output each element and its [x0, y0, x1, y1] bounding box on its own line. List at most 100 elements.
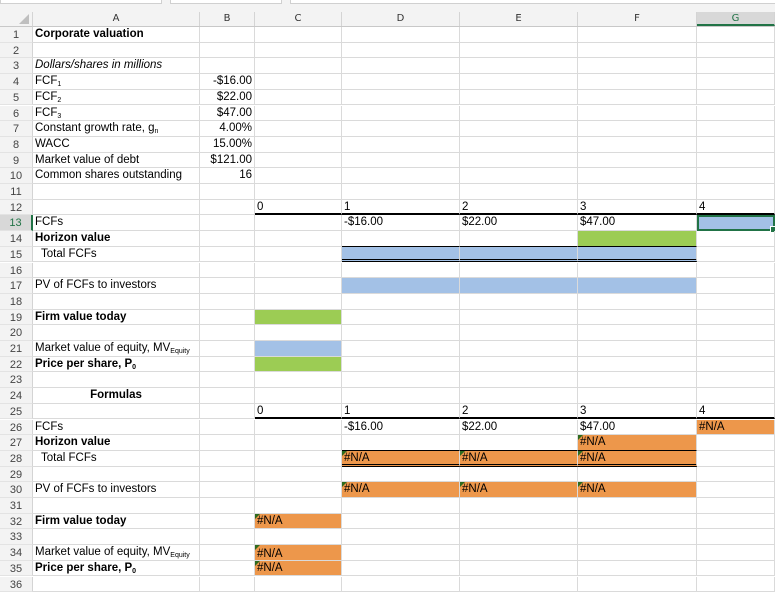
cell-e2[interactable]: [460, 42, 578, 59]
cell-e32[interactable]: [460, 513, 578, 530]
cell-g4[interactable]: [697, 74, 775, 90]
row-header[interactable]: 1: [0, 27, 33, 43]
cell-b25[interactable]: [200, 403, 255, 420]
cell-a8[interactable]: WACC: [33, 136, 200, 153]
cell-e31[interactable]: [460, 498, 578, 514]
cell-f25[interactable]: 3: [578, 403, 697, 420]
cell-e7[interactable]: [460, 121, 578, 137]
cell-a32[interactable]: Firm value today: [33, 513, 200, 530]
cell-c12[interactable]: 0: [255, 199, 342, 216]
cell-c11[interactable]: [255, 184, 342, 200]
cell-d33[interactable]: [342, 529, 460, 546]
cell-g8[interactable]: [697, 136, 775, 153]
cell-a10[interactable]: Common shares outstanding: [33, 168, 200, 184]
cell-d4[interactable]: [342, 74, 460, 90]
cell-f7[interactable]: [578, 121, 697, 137]
select-all-corner[interactable]: [0, 12, 33, 27]
cell-f5[interactable]: [578, 89, 697, 106]
cell-b34[interactable]: [200, 545, 255, 561]
cell-d6[interactable]: [342, 105, 460, 122]
cell-a5[interactable]: FCF2: [33, 89, 200, 106]
cell-c18[interactable]: [255, 293, 342, 310]
cell-e27[interactable]: [460, 435, 578, 451]
cell-g6[interactable]: [697, 105, 775, 122]
cell-f4[interactable]: [578, 74, 697, 90]
cell-g22[interactable]: [697, 356, 775, 373]
cell-f19[interactable]: [578, 309, 697, 326]
cell-b11[interactable]: [200, 184, 255, 200]
row-header[interactable]: 33: [0, 529, 33, 546]
cell-g10[interactable]: [697, 168, 775, 184]
cell-g2[interactable]: [697, 42, 775, 59]
cell-g18[interactable]: [697, 293, 775, 310]
cell-a2[interactable]: [33, 42, 200, 59]
cell-g16[interactable]: [697, 262, 775, 279]
cell-d10[interactable]: [342, 168, 460, 184]
cell-g13-active[interactable]: [697, 215, 775, 233]
cell-a35[interactable]: Price per share, P0: [33, 560, 200, 577]
column-header-f[interactable]: F: [578, 12, 697, 26]
column-header-c[interactable]: C: [255, 12, 342, 26]
cell-f26[interactable]: $47.00: [578, 419, 697, 436]
cell-c15[interactable]: [255, 246, 342, 263]
cell-b14[interactable]: [200, 231, 255, 247]
cell-b6[interactable]: $47.00: [200, 105, 255, 122]
cell-d14[interactable]: [342, 231, 460, 247]
cell-f3[interactable]: [578, 58, 697, 75]
cell-e17[interactable]: [460, 278, 578, 294]
cell-b3[interactable]: [200, 58, 255, 75]
cell-b32[interactable]: [200, 513, 255, 530]
cell-g3[interactable]: [697, 58, 775, 75]
cell-b24[interactable]: [200, 388, 255, 404]
cell-d7[interactable]: [342, 121, 460, 137]
cell-e19[interactable]: [460, 309, 578, 326]
cell-a27[interactable]: Horizon value: [33, 435, 200, 451]
column-header-e[interactable]: E: [460, 12, 578, 26]
row-header[interactable]: 31: [0, 498, 33, 514]
cell-g29[interactable]: [697, 466, 775, 483]
cell-d9[interactable]: [342, 152, 460, 169]
cell-e12[interactable]: 2: [460, 199, 578, 216]
row-header[interactable]: 5: [0, 89, 33, 106]
cell-b23[interactable]: [200, 372, 255, 389]
cell-f27-error[interactable]: #N/A: [578, 435, 697, 451]
cell-f13[interactable]: $47.00: [578, 215, 697, 232]
cell-g9[interactable]: [697, 152, 775, 169]
row-header[interactable]: 12: [0, 199, 33, 216]
cell-d5[interactable]: [342, 89, 460, 106]
row-header[interactable]: 15: [0, 246, 33, 263]
cell-f28-error[interactable]: #N/A: [578, 450, 697, 467]
row-header[interactable]: 20: [0, 325, 33, 341]
cell-g23[interactable]: [697, 372, 775, 389]
cell-g28[interactable]: [697, 450, 775, 467]
cell-g36[interactable]: [697, 576, 775, 593]
cell-b30[interactable]: [200, 482, 255, 498]
cell-e28-error[interactable]: #N/A: [460, 450, 578, 467]
row-header[interactable]: 16: [0, 262, 33, 279]
cell-b16[interactable]: [200, 262, 255, 279]
cell-f17[interactable]: [578, 278, 697, 294]
cell-f31[interactable]: [578, 498, 697, 514]
cell-f16[interactable]: [578, 262, 697, 279]
cell-a18[interactable]: [33, 293, 200, 310]
cell-c30[interactable]: [255, 482, 342, 498]
cell-b21[interactable]: [200, 341, 255, 357]
cell-a23[interactable]: [33, 372, 200, 389]
cell-a34[interactable]: Market value of equity, MVEquity: [33, 545, 200, 561]
cell-c32-error[interactable]: #N/A: [255, 513, 342, 530]
cell-c31[interactable]: [255, 498, 342, 514]
row-header[interactable]: 4: [0, 74, 33, 90]
cell-g24[interactable]: [697, 388, 775, 404]
cell-d26[interactable]: -$16.00: [342, 419, 460, 436]
cell-f20[interactable]: [578, 325, 697, 341]
cell-f8[interactable]: [578, 136, 697, 153]
cell-d34[interactable]: [342, 545, 460, 561]
cell-a1[interactable]: Corporate valuation: [33, 27, 200, 43]
row-header[interactable]: 11: [0, 184, 33, 200]
row-header[interactable]: 19: [0, 309, 33, 326]
cell-a14[interactable]: Horizon value: [33, 231, 200, 247]
cell-g11[interactable]: [697, 184, 775, 200]
cell-b20[interactable]: [200, 325, 255, 341]
cell-f33[interactable]: [578, 529, 697, 546]
row-header[interactable]: 27: [0, 435, 33, 451]
